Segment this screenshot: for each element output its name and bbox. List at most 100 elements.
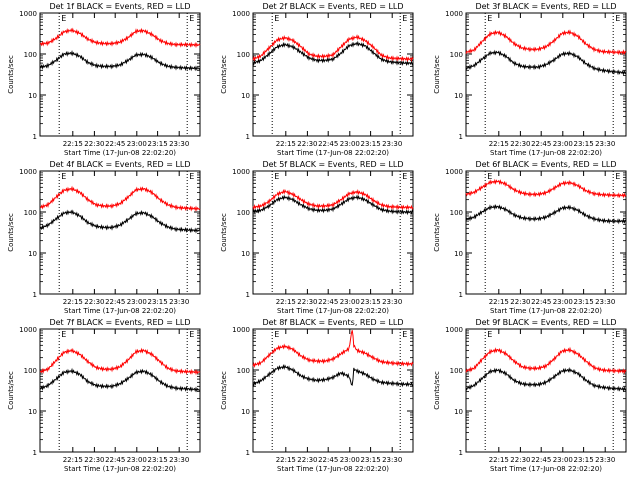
x-tick-label: 23:30 bbox=[169, 456, 189, 464]
y-tick-label: 100 bbox=[450, 209, 463, 217]
lld-series-line bbox=[39, 185, 201, 212]
y-tick-label: 10 bbox=[241, 250, 250, 258]
lld-series-line bbox=[465, 346, 627, 375]
lld-series-line bbox=[39, 347, 201, 376]
plot-frame bbox=[252, 12, 414, 137]
chart-title: Det 7f BLACK = Events, RED = LLD bbox=[49, 318, 190, 327]
x-tick-label: 23:30 bbox=[595, 298, 615, 306]
y-axis-label: Counts/sec bbox=[220, 213, 228, 252]
event-marker-label: E bbox=[189, 172, 194, 181]
x-tick-label: 22:45 bbox=[105, 298, 125, 306]
x-tick-label: 23:30 bbox=[382, 456, 402, 464]
lld-series-line bbox=[252, 34, 414, 63]
x-tick-label: 23:15 bbox=[361, 140, 381, 148]
chart-panel-2: Det 2f BLACK = Events, RED = LLD 1 10 100 10… bbox=[220, 2, 414, 157]
plot-frame bbox=[465, 328, 627, 453]
x-tick-label: 23:00 bbox=[340, 140, 360, 148]
events-series-line bbox=[465, 49, 627, 76]
y-tick-label: 10 bbox=[28, 250, 37, 258]
chart-title: Det 6f BLACK = Events, RED = LLD bbox=[475, 160, 616, 169]
chart-title: Det 4f BLACK = Events, RED = LLD bbox=[49, 160, 190, 169]
chart-panel-9: Det 9f BLACK = Events, RED = LLD 1 10 100 10… bbox=[433, 318, 627, 473]
y-axis-label: Counts/sec bbox=[220, 55, 228, 94]
y-tick-label: 1000 bbox=[445, 168, 463, 176]
x-tick-label: 23:00 bbox=[553, 140, 573, 148]
y-tick-label: 1 bbox=[33, 133, 37, 141]
y-tick-label: 1 bbox=[459, 449, 463, 457]
y-tick-label: 10 bbox=[28, 408, 37, 416]
x-tick-label: 23:15 bbox=[361, 456, 381, 464]
events-series-line bbox=[465, 203, 627, 225]
y-axis-label: Counts/sec bbox=[433, 55, 441, 94]
event-marker-label: E bbox=[487, 330, 492, 339]
y-tick-label: 10 bbox=[241, 408, 250, 416]
chart-panel-4: Det 4f BLACK = Events, RED = LLD 1 10 100 10… bbox=[7, 160, 201, 315]
y-tick-label: 10 bbox=[454, 408, 463, 416]
y-axis-label: Counts/sec bbox=[433, 213, 441, 252]
chart-title: Det 5f BLACK = Events, RED = LLD bbox=[262, 160, 403, 169]
x-tick-label: 22:30 bbox=[297, 456, 317, 464]
event-marker-label: E bbox=[274, 172, 279, 181]
x-tick-label: 22:30 bbox=[297, 298, 317, 306]
y-tick-label: 10 bbox=[241, 92, 250, 100]
x-tick-label: 23:15 bbox=[361, 298, 381, 306]
x-axis-label: Start Time (17-Jun-08 22:02:20) bbox=[490, 307, 602, 315]
chart-title: Det 2f BLACK = Events, RED = LLD bbox=[262, 2, 403, 11]
y-tick-label: 100 bbox=[237, 209, 250, 217]
event-marker-label: E bbox=[274, 330, 279, 339]
chart-panel-6: Det 6f BLACK = Events, RED = LLD 1 10 100 10… bbox=[433, 160, 627, 315]
x-tick-label: 22:15 bbox=[276, 298, 296, 306]
y-tick-label: 10 bbox=[28, 92, 37, 100]
events-series-line bbox=[252, 363, 414, 388]
x-tick-label: 22:45 bbox=[318, 456, 338, 464]
x-tick-label: 23:15 bbox=[148, 456, 168, 464]
x-tick-label: 22:45 bbox=[531, 140, 551, 148]
x-tick-label: 23:00 bbox=[127, 140, 147, 148]
y-axis-label: Counts/sec bbox=[7, 371, 15, 410]
y-axis-label: Counts/sec bbox=[220, 371, 228, 410]
y-tick-label: 1 bbox=[459, 291, 463, 299]
y-axis-label: Counts/sec bbox=[7, 55, 15, 94]
x-tick-label: 22:15 bbox=[63, 298, 83, 306]
x-tick-label: 23:00 bbox=[553, 298, 573, 306]
x-tick-label: 22:45 bbox=[318, 298, 338, 306]
event-marker-label: E bbox=[274, 14, 279, 23]
x-axis-label: Start Time (17-Jun-08 22:02:20) bbox=[490, 465, 602, 473]
plot-frame bbox=[39, 12, 201, 137]
lld-series-line bbox=[39, 27, 201, 49]
x-tick-label: 23:00 bbox=[127, 456, 147, 464]
event-marker-label: E bbox=[402, 14, 407, 23]
x-tick-label: 22:45 bbox=[105, 140, 125, 148]
y-tick-label: 1000 bbox=[232, 168, 250, 176]
chart-panel-7: Det 7f BLACK = Events, RED = LLD 1 10 100 10… bbox=[7, 318, 201, 473]
events-series-line bbox=[39, 209, 201, 234]
x-axis-label: Start Time (17-Jun-08 22:02:20) bbox=[277, 465, 389, 473]
plot-frame bbox=[465, 12, 627, 137]
x-axis-label: Start Time (17-Jun-08 22:02:20) bbox=[64, 307, 176, 315]
event-marker-label: E bbox=[615, 14, 620, 23]
y-tick-label: 100 bbox=[24, 367, 37, 375]
y-tick-label: 1000 bbox=[445, 10, 463, 18]
x-tick-label: 23:15 bbox=[574, 140, 594, 148]
events-series-line bbox=[39, 49, 201, 72]
event-marker-label: E bbox=[61, 14, 66, 23]
y-tick-label: 1000 bbox=[19, 326, 37, 334]
plot-frame bbox=[39, 328, 201, 453]
x-tick-label: 22:45 bbox=[531, 298, 551, 306]
x-tick-label: 23:15 bbox=[574, 456, 594, 464]
event-marker-label: E bbox=[189, 330, 194, 339]
x-axis-label: Start Time (17-Jun-08 22:02:20) bbox=[277, 307, 389, 315]
x-tick-label: 22:30 bbox=[510, 140, 530, 148]
chart-panel-5: Det 5f BLACK = Events, RED = LLD 1 10 100 10… bbox=[220, 160, 414, 315]
x-tick-label: 23:15 bbox=[148, 140, 168, 148]
x-tick-label: 23:15 bbox=[148, 298, 168, 306]
y-tick-label: 1 bbox=[33, 449, 37, 457]
y-tick-label: 100 bbox=[450, 367, 463, 375]
y-tick-label: 100 bbox=[24, 209, 37, 217]
x-tick-label: 23:30 bbox=[169, 140, 189, 148]
x-tick-label: 23:30 bbox=[595, 456, 615, 464]
x-axis-label: Start Time (17-Jun-08 22:02:20) bbox=[64, 465, 176, 473]
y-tick-label: 1 bbox=[33, 291, 37, 299]
y-tick-label: 10 bbox=[454, 250, 463, 258]
